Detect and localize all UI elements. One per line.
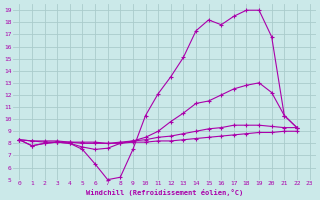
X-axis label: Windchill (Refroidissement éolien,°C): Windchill (Refroidissement éolien,°C) (86, 189, 243, 196)
